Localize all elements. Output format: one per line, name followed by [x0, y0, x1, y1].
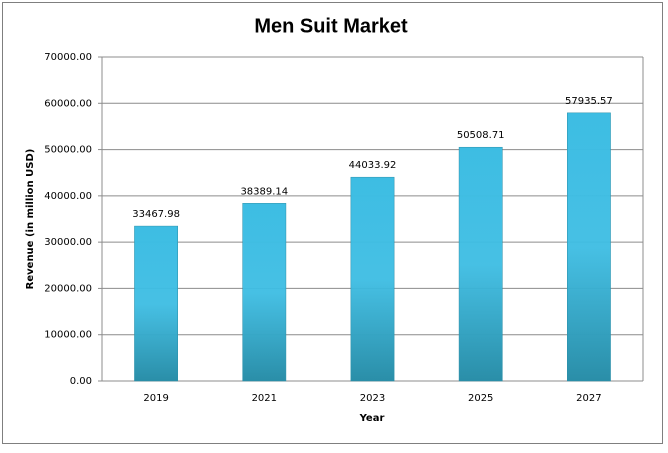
bar	[242, 203, 287, 382]
value-label: 57935.57	[565, 96, 613, 107]
y-axis-label: Revenue (in million USD)	[25, 149, 36, 290]
x-axis-label: Year	[359, 413, 385, 424]
bar	[458, 146, 503, 382]
y-tick-label: 40000.00	[44, 191, 92, 202]
x-tick-label: 2019	[143, 393, 168, 404]
x-tick-label: 2023	[360, 393, 385, 404]
value-label: 44033.92	[349, 160, 397, 171]
x-tick-label: 2021	[252, 393, 277, 404]
x-tick-label: 2027	[576, 393, 601, 404]
value-label: 50508.71	[457, 130, 505, 141]
y-tick-label: 30000.00	[44, 237, 92, 248]
bar	[134, 225, 178, 382]
y-tick-label: 10000.00	[44, 330, 92, 341]
y-tick-label: 20000.00	[44, 283, 92, 294]
y-tick-label: 70000.00	[44, 52, 92, 63]
chart-title: Men Suit Market	[254, 15, 408, 37]
y-tick-label: 50000.00	[44, 145, 92, 156]
bar	[567, 112, 611, 382]
value-label: 38389.14	[240, 186, 288, 197]
bar	[350, 176, 395, 382]
chart-border	[2, 2, 663, 444]
value-label: 33467.98	[132, 209, 180, 220]
x-tick-label: 2025	[468, 393, 493, 404]
y-tick-label: 0.00	[70, 376, 92, 387]
y-tick-label: 60000.00	[44, 98, 92, 109]
